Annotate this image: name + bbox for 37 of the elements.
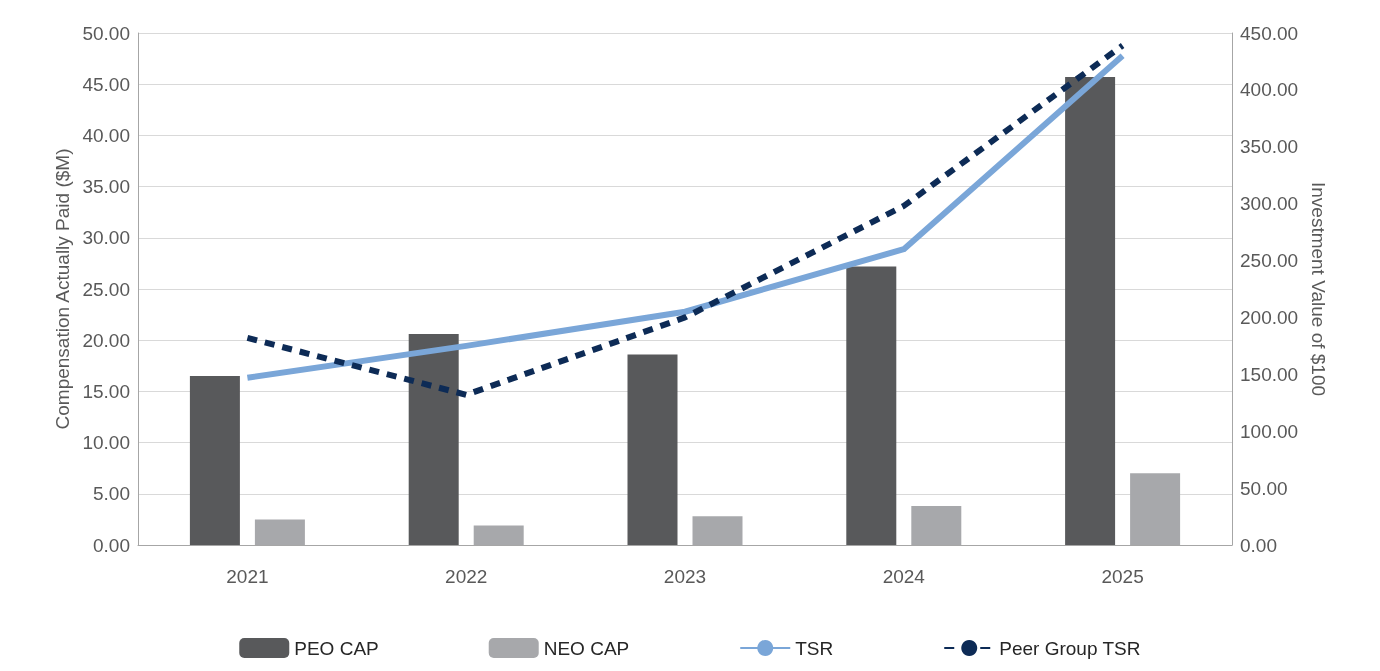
legend-label: NEO CAP: [543, 637, 630, 659]
legend-label: Peer Group TSR: [999, 637, 1141, 659]
y-tick-label: 15.00: [82, 380, 130, 402]
y-tick-label: 35.00: [82, 176, 130, 198]
y2-tick-label: 0.00: [1240, 534, 1277, 556]
legend-label: TSR: [795, 637, 834, 659]
x-tick-label: 2025: [1101, 566, 1144, 587]
legend-label: PEO CAP: [294, 637, 379, 659]
y-tick-label: 50.00: [82, 22, 130, 44]
y2-tick-label: 450.00: [1240, 22, 1299, 44]
y-tick-label: 40.00: [82, 124, 130, 146]
y2-tick-label: 100.00: [1240, 420, 1299, 442]
x-tick-label: 2021: [226, 566, 269, 587]
bar: [627, 354, 678, 545]
y-tick-label: 5.00: [93, 483, 130, 505]
y2-tick-label: 300.00: [1240, 193, 1299, 215]
y2-tick-label: 50.00: [1240, 477, 1288, 499]
y-tick-label: 10.00: [82, 432, 130, 454]
y2-axis-title: Investment Value of $100: [1308, 181, 1330, 397]
y-tick-label: 25.00: [82, 278, 130, 300]
x-tick-label: 2024: [882, 566, 926, 587]
y-tick-label: 20.00: [82, 329, 130, 351]
y2-tick-label: 150.00: [1240, 363, 1299, 385]
bar: [846, 266, 897, 545]
y-tick-label: 45.00: [82, 73, 130, 95]
y-axis-title: Compensation Actually Paid ($M): [51, 148, 73, 430]
y2-tick-label: 400.00: [1240, 79, 1299, 101]
y2-tick-label: 250.00: [1240, 250, 1299, 272]
bar: [189, 376, 240, 545]
y2-tick-label: 350.00: [1240, 136, 1299, 158]
y-tick-label: 0.00: [93, 534, 130, 556]
y-tick-label: 30.00: [82, 227, 130, 249]
x-tick-label: 2023: [663, 566, 707, 587]
x-tick-label: 2022: [445, 566, 488, 587]
y2-tick-label: 200.00: [1240, 306, 1299, 328]
bar: [1065, 77, 1116, 545]
bar: [408, 334, 459, 545]
